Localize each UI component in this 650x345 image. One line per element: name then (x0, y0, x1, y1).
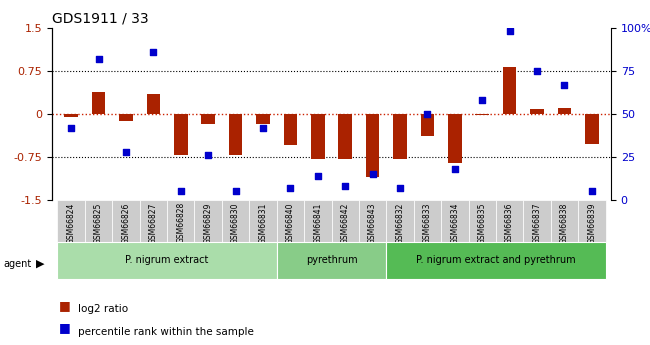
Text: GSM66825: GSM66825 (94, 202, 103, 244)
Text: P. nigrum extract and pyrethrum: P. nigrum extract and pyrethrum (416, 256, 576, 265)
FancyBboxPatch shape (413, 200, 441, 242)
Text: GSM66827: GSM66827 (149, 202, 158, 244)
FancyBboxPatch shape (57, 241, 277, 279)
Point (532, 68, 542, 73)
Text: GDS1911 / 33: GDS1911 / 33 (52, 11, 149, 25)
Point (450, 166, 460, 172)
Text: P. nigrum extract: P. nigrum extract (125, 256, 209, 265)
Bar (146, 94, 161, 114)
Bar (530, 109, 544, 114)
Point (422, 111, 433, 117)
Bar (421, 114, 434, 136)
Bar (174, 114, 188, 155)
Text: GSM66840: GSM66840 (286, 202, 295, 244)
FancyBboxPatch shape (250, 200, 277, 242)
Bar (448, 114, 462, 163)
Text: GSM66835: GSM66835 (478, 202, 487, 244)
Text: GSM66829: GSM66829 (203, 202, 213, 244)
Text: GSM66843: GSM66843 (368, 202, 377, 244)
Bar (92, 92, 105, 114)
Text: pyrethrum: pyrethrum (306, 256, 358, 265)
Point (313, 173, 323, 179)
Point (477, 97, 488, 103)
Bar (119, 114, 133, 121)
Bar (366, 114, 380, 177)
FancyBboxPatch shape (551, 200, 578, 242)
Point (148, 49, 159, 55)
Bar (283, 114, 297, 146)
FancyBboxPatch shape (304, 200, 332, 242)
Point (340, 184, 350, 189)
FancyBboxPatch shape (469, 200, 496, 242)
Bar (502, 67, 517, 114)
FancyBboxPatch shape (194, 200, 222, 242)
FancyBboxPatch shape (57, 200, 85, 242)
Point (176, 189, 186, 194)
Point (66, 125, 77, 130)
Point (258, 125, 268, 130)
Text: GSM66837: GSM66837 (532, 202, 541, 244)
FancyBboxPatch shape (386, 200, 413, 242)
Text: GSM66831: GSM66831 (259, 202, 268, 244)
FancyBboxPatch shape (578, 200, 606, 242)
Text: GSM66828: GSM66828 (176, 202, 185, 244)
Text: GSM66842: GSM66842 (341, 202, 350, 244)
FancyBboxPatch shape (167, 200, 194, 242)
Point (395, 185, 405, 191)
FancyBboxPatch shape (523, 200, 551, 242)
FancyBboxPatch shape (140, 200, 167, 242)
Point (367, 171, 378, 177)
Text: GSM66838: GSM66838 (560, 202, 569, 244)
Bar (339, 114, 352, 159)
FancyBboxPatch shape (386, 241, 606, 279)
Point (203, 152, 213, 158)
FancyBboxPatch shape (85, 200, 112, 242)
Bar (558, 108, 571, 114)
Point (230, 189, 240, 194)
Point (559, 82, 569, 87)
Bar (585, 114, 599, 144)
Text: GSM66839: GSM66839 (588, 202, 596, 244)
Bar (229, 114, 242, 155)
Text: GSM66830: GSM66830 (231, 202, 240, 244)
Text: ■: ■ (58, 299, 70, 312)
FancyBboxPatch shape (277, 200, 304, 242)
Text: GSM66824: GSM66824 (67, 202, 75, 244)
FancyBboxPatch shape (332, 200, 359, 242)
Text: ▶: ▶ (36, 259, 44, 269)
Bar (393, 114, 407, 159)
Text: GSM66834: GSM66834 (450, 202, 460, 244)
Text: percentile rank within the sample: percentile rank within the sample (78, 327, 254, 337)
Bar (64, 114, 78, 117)
Text: GSM66832: GSM66832 (395, 202, 404, 244)
Text: GSM66826: GSM66826 (122, 202, 131, 244)
Text: GSM66836: GSM66836 (505, 202, 514, 244)
Text: GSM66833: GSM66833 (423, 202, 432, 244)
Point (586, 189, 597, 194)
Point (504, 28, 515, 34)
Text: GSM66841: GSM66841 (313, 202, 322, 244)
FancyBboxPatch shape (441, 200, 469, 242)
FancyBboxPatch shape (277, 241, 386, 279)
FancyBboxPatch shape (359, 200, 386, 242)
FancyBboxPatch shape (496, 200, 523, 242)
FancyBboxPatch shape (112, 200, 140, 242)
Point (285, 185, 296, 191)
Point (121, 149, 131, 155)
Bar (256, 114, 270, 124)
Bar (202, 114, 215, 124)
Text: log2 ratio: log2 ratio (78, 304, 128, 314)
Bar (475, 114, 489, 115)
FancyBboxPatch shape (222, 200, 250, 242)
Bar (311, 114, 324, 159)
Point (94, 56, 104, 61)
Text: agent: agent (3, 259, 31, 269)
Text: ■: ■ (58, 321, 70, 334)
